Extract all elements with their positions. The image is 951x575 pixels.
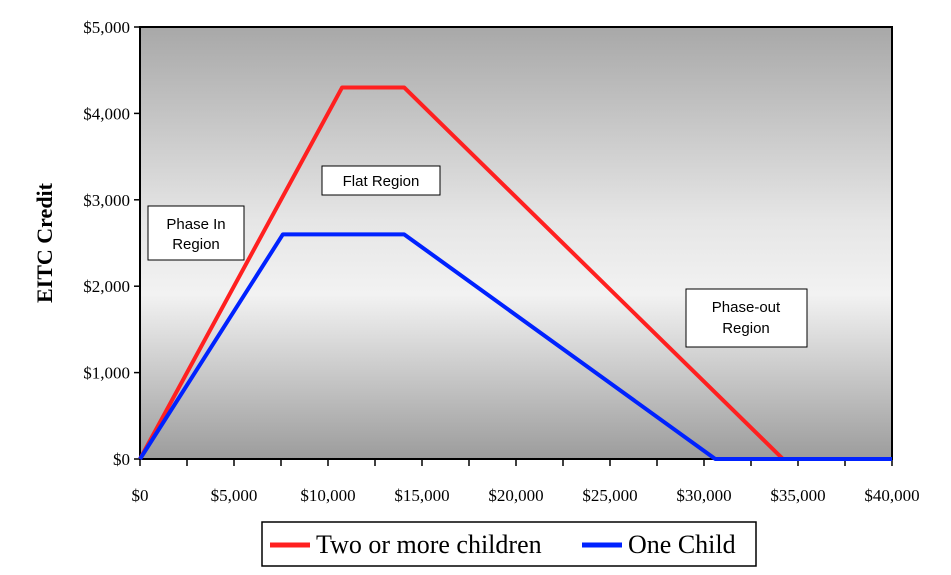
annotation-phase-in: Phase In Region [147, 205, 245, 261]
annotation-phase-out: Phase-out Region [685, 288, 808, 348]
x-tick-label: $20,000 [488, 486, 543, 505]
y-tick-label: $0 [113, 450, 130, 469]
x-tick-label: $40,000 [864, 486, 919, 505]
y-tick-label: $2,000 [83, 277, 130, 296]
y-tick-label: $4,000 [83, 104, 130, 123]
legend-label-one-child: One Child [628, 530, 736, 559]
y-axis-title: EITC Credit [32, 182, 57, 303]
series-layer [138, 85, 892, 461]
x-tick-label: $15,000 [394, 486, 449, 505]
legend: Two or more children One Child [261, 521, 757, 567]
annotation-phase-out-line1: Phase-out [712, 299, 781, 316]
legend-label-two-or-more: Two or more children [316, 530, 542, 559]
x-tick-label: $0 [132, 486, 149, 505]
x-tick-label: $5,000 [211, 486, 258, 505]
x-tick-label: $10,000 [300, 486, 355, 505]
annotation-phase-out-line2: Region [722, 320, 770, 337]
x-tick-label: $30,000 [676, 486, 731, 505]
x-axis-ticks: $0 $5,000 $10,000 $15,000 $20,000 $25,000 $30,… [132, 459, 920, 505]
y-axis-ticks: $0 $1,000 $2,000 $3,000 $4,000 $5,000 [83, 18, 140, 469]
y-tick-label: $3,000 [83, 191, 130, 210]
series-line-1 [138, 232, 892, 461]
annotation-flat-line1: Flat Region [343, 173, 420, 190]
annotation-flat: Flat Region [321, 165, 441, 196]
x-tick-label: $25,000 [582, 486, 637, 505]
y-tick-label: $5,000 [83, 18, 130, 37]
annotation-phase-in-line1: Phase In [166, 216, 225, 233]
plot-area [139, 26, 893, 460]
x-tick-label: $35,000 [770, 486, 825, 505]
y-tick-label: $1,000 [83, 364, 130, 383]
annotation-phase-in-line2: Region [172, 236, 220, 253]
